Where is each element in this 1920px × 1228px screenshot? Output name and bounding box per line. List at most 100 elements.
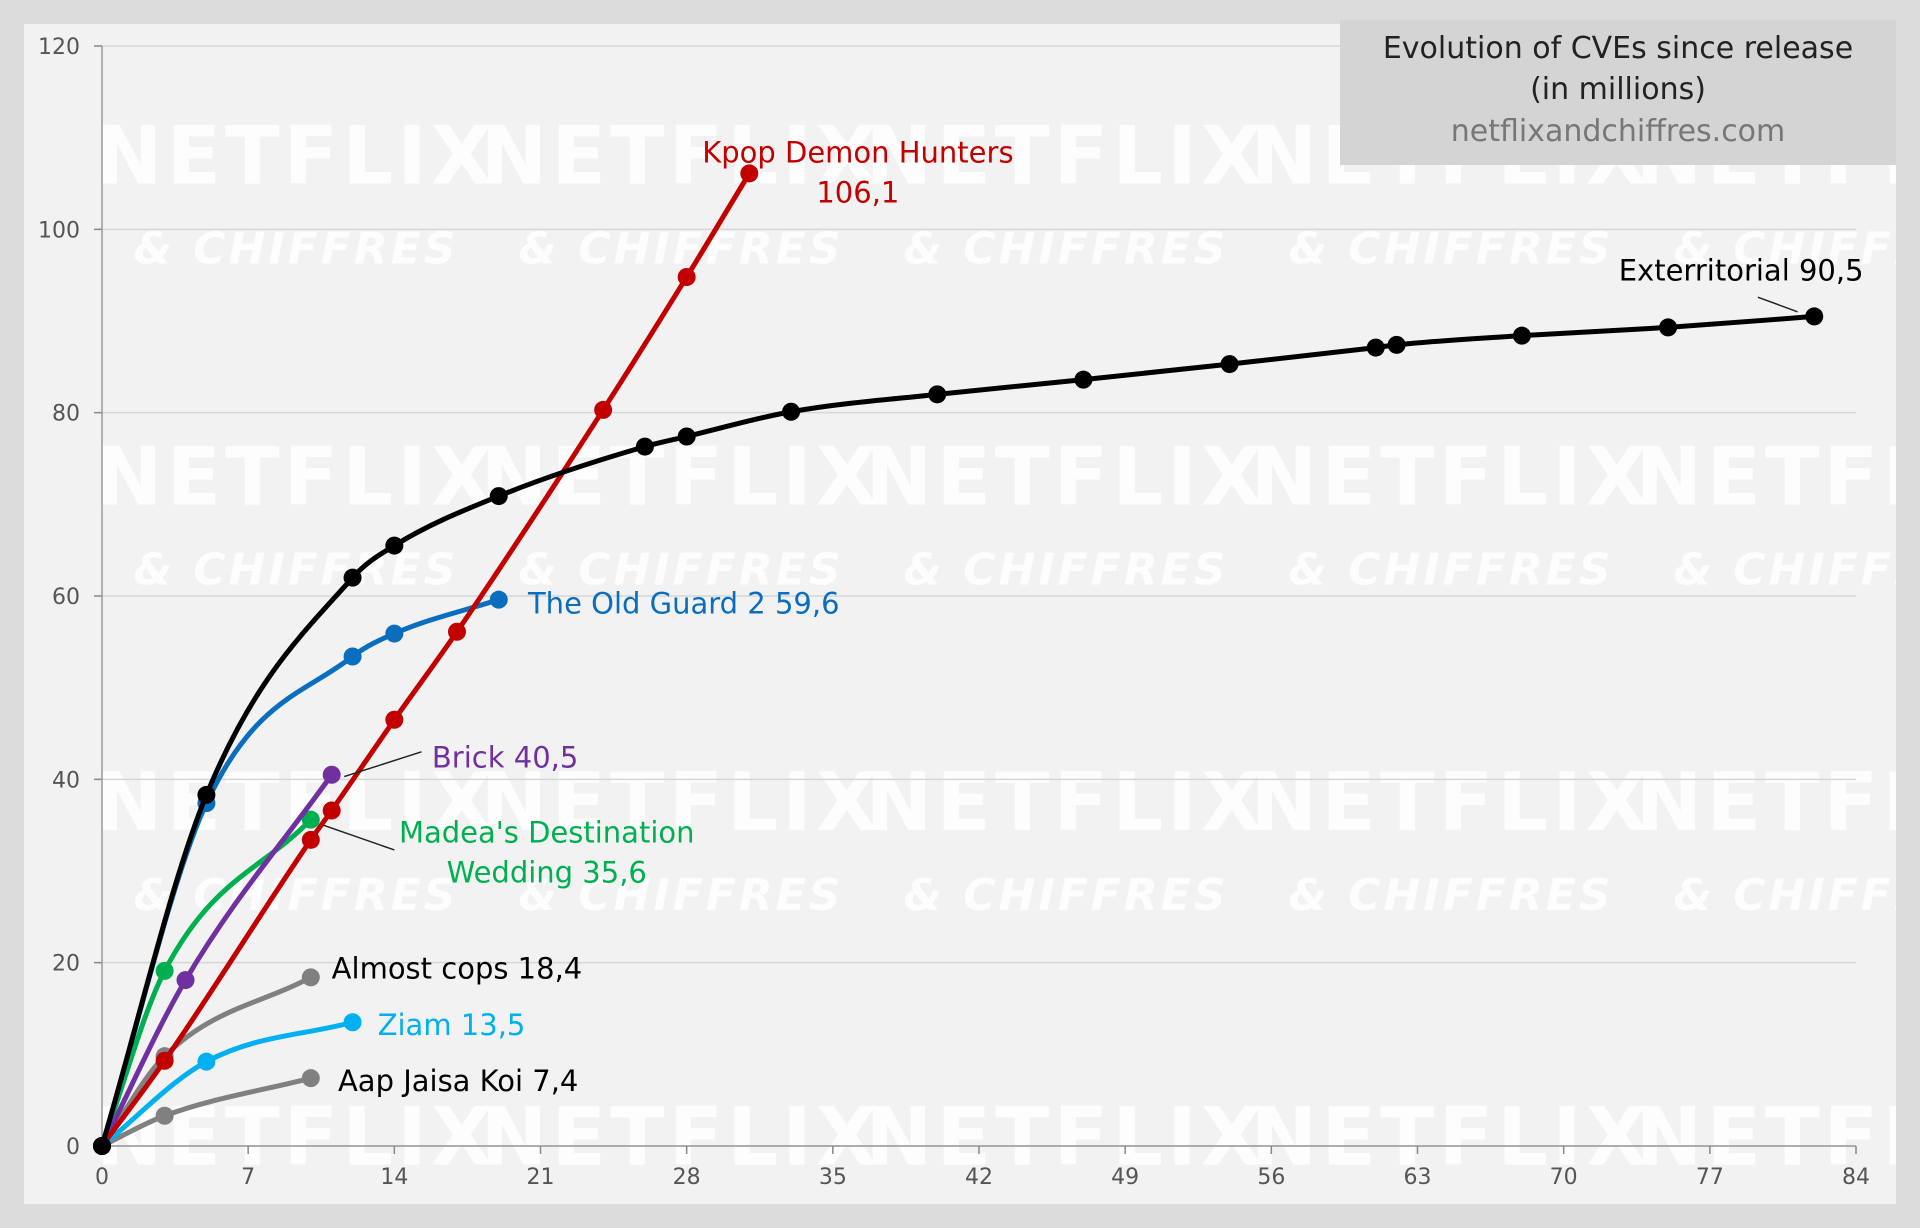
data-point	[322, 801, 341, 820]
series-label: Aap Jaisa Koi 7,4	[338, 1064, 578, 1098]
series-label-line: Almost cops 18,4	[332, 951, 583, 985]
data-point	[1387, 335, 1406, 354]
watermark: NETFLIX & CHIFFRES NETFLIX & CHIFFRES NETFLI…	[95, 110, 1896, 1184]
data-point	[155, 1051, 174, 1070]
data-point	[594, 400, 613, 419]
data-point	[1659, 318, 1678, 337]
x-tick-label: 7	[241, 1165, 255, 1190]
x-tick-label: 21	[527, 1165, 555, 1190]
data-point	[489, 487, 508, 506]
data-point	[197, 785, 216, 804]
data-point	[322, 765, 341, 784]
watermark-netflix: NETFLIX	[95, 430, 496, 523]
watermark-chiffres: & CHIFFRES	[1289, 544, 1614, 595]
x-tick-label: 77	[1696, 1165, 1724, 1190]
data-point	[385, 710, 404, 729]
watermark-chiffres: & CHIFFRES	[904, 544, 1229, 595]
y-tick-label: 80	[52, 402, 80, 427]
x-tick-label: 56	[1257, 1165, 1285, 1190]
watermark-chiffres: & CHIFFRES	[904, 870, 1229, 921]
series-line	[99, 313, 1817, 1149]
data-point	[1805, 307, 1824, 326]
data-point	[301, 968, 320, 987]
series-label-line: Madea's Destination	[399, 816, 695, 850]
data-point	[928, 385, 947, 404]
x-tick-label: 35	[819, 1165, 847, 1190]
watermark-netflix: NETFLIX	[1250, 430, 1651, 523]
data-point	[635, 437, 654, 456]
watermark-netflix: NETFLIX	[865, 1090, 1266, 1183]
series-label: Exterritorial 90,5	[1619, 254, 1864, 288]
x-tick-label: 28	[673, 1165, 701, 1190]
data-point	[1074, 370, 1093, 389]
x-tick-label: 42	[965, 1165, 993, 1190]
watermark-netflix: NETFLIX	[1250, 1090, 1651, 1183]
watermark-chiffres: & CHIFFRES	[904, 224, 1229, 275]
data-point	[1512, 326, 1531, 345]
watermark-chiffres: & CHIFFRES	[134, 544, 459, 595]
x-tick-label: 14	[380, 1165, 408, 1190]
watermark-netflix: NETFLIX	[1250, 756, 1651, 849]
data-point	[301, 810, 320, 829]
series-1	[93, 164, 759, 1155]
watermark-netflix: NETFLIX	[865, 430, 1266, 523]
data-point	[343, 1013, 362, 1032]
data-point	[176, 971, 195, 990]
watermark-chiffres: & CHIFFRES	[519, 544, 844, 595]
data-point	[1366, 338, 1385, 357]
data-point	[782, 402, 801, 421]
watermark-netflix: NETFLIX	[95, 1090, 496, 1183]
data-point	[385, 536, 404, 555]
chart-title: Evolution of CVEs since release	[1382, 31, 1854, 66]
watermark-chiffres: & CHIFFRES	[1289, 224, 1614, 275]
series-label-line: Wedding 35,6	[447, 856, 647, 890]
watermark-chiffres: & CHIFFRES	[519, 870, 844, 921]
series-line	[99, 1075, 314, 1149]
data-point	[301, 1069, 320, 1088]
watermark-chiffres: & CHIFFRES	[134, 224, 459, 275]
watermark-netflix: NETFLIX	[1635, 1090, 1896, 1183]
series-label: Brick 40,5	[432, 740, 578, 774]
watermark-netflix: NETFLIX	[1635, 430, 1896, 523]
x-tick-label: 70	[1550, 1165, 1578, 1190]
data-point	[93, 1137, 111, 1155]
chart-area: NETFLIX & CHIFFRES NETFLIX & CHIFFRES NETFLI…	[24, 24, 1896, 1204]
watermark-netflix: NETFLIX	[480, 110, 881, 203]
y-tick-label: 40	[52, 768, 80, 793]
label-leader-line	[1757, 296, 1798, 313]
line-chart: NETFLIX & CHIFFRES NETFLIX & CHIFFRES NETFLI…	[38, 35, 1896, 1190]
chart-subtitle: (in millions)	[1530, 72, 1706, 107]
series-line	[99, 170, 752, 1149]
series-label-line: Ziam 13,5	[378, 1008, 526, 1042]
y-tick-label: 20	[52, 952, 80, 977]
data-point	[301, 830, 320, 849]
series-7	[93, 1069, 320, 1155]
y-tick-label: 120	[38, 35, 80, 60]
watermark-netflix: NETFLIX	[865, 110, 1266, 203]
label-leader-line	[323, 824, 395, 851]
label-leader-line	[343, 751, 422, 778]
data-point	[447, 622, 466, 641]
data-point	[343, 647, 362, 666]
series-label-line: The Old Guard 2 59,6	[527, 586, 840, 620]
data-point	[677, 268, 696, 286]
watermark-chiffres: & CHIFFRES	[1674, 870, 1896, 921]
x-tick-label: 84	[1842, 1165, 1870, 1190]
watermark-chiffres: & CHIFFRES	[134, 870, 459, 921]
watermark-netflix: NETFLIX	[480, 756, 881, 849]
watermark-netflix: NETFLIX	[1635, 756, 1896, 849]
series-label-line: 106,1	[816, 175, 899, 209]
watermark-netflix: NETFLIX	[95, 110, 496, 203]
series-label-line: Kpop Demon Hunters	[702, 135, 1013, 169]
chart-source: netflixandchiffres.com	[1450, 114, 1786, 149]
data-point	[489, 590, 508, 609]
watermark-chiffres: & CHIFFRES	[1289, 870, 1614, 921]
data-point	[155, 1106, 174, 1125]
y-tick-label: 100	[38, 218, 80, 243]
data-point	[740, 164, 759, 183]
x-tick-label: 0	[95, 1165, 109, 1190]
watermark-chiffres: & CHIFFRES	[519, 224, 844, 275]
series-label-line: Exterritorial 90,5	[1619, 254, 1864, 288]
x-tick-label: 63	[1404, 1165, 1432, 1190]
data-point	[343, 568, 362, 587]
